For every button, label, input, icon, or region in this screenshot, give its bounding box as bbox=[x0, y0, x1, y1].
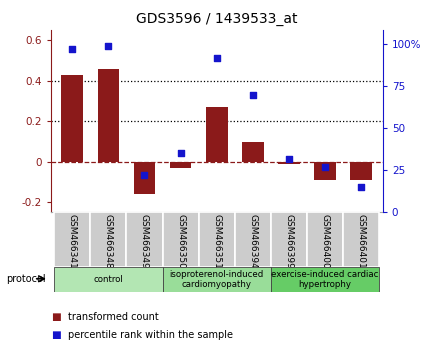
Text: GSM466341: GSM466341 bbox=[68, 214, 77, 269]
Text: GSM466394: GSM466394 bbox=[248, 214, 257, 269]
Title: GDS3596 / 1439533_at: GDS3596 / 1439533_at bbox=[136, 12, 297, 26]
Point bbox=[286, 156, 293, 161]
Text: GSM466350: GSM466350 bbox=[176, 214, 185, 269]
Bar bbox=[271, 267, 379, 292]
Bar bbox=[134, 162, 155, 194]
Text: GSM466351: GSM466351 bbox=[212, 214, 221, 269]
Bar bbox=[162, 212, 198, 267]
Point bbox=[105, 43, 112, 48]
Bar bbox=[235, 212, 271, 267]
Text: protocol: protocol bbox=[7, 274, 46, 284]
Bar bbox=[62, 75, 83, 162]
Point bbox=[249, 92, 257, 97]
Text: exercise-induced cardiac
hypertrophy: exercise-induced cardiac hypertrophy bbox=[271, 270, 379, 289]
Text: GSM466401: GSM466401 bbox=[357, 214, 366, 269]
Text: control: control bbox=[93, 275, 123, 284]
Bar bbox=[198, 212, 235, 267]
Point bbox=[69, 46, 76, 52]
Bar bbox=[126, 212, 162, 267]
Text: percentile rank within the sample: percentile rank within the sample bbox=[68, 330, 233, 339]
Text: GSM466399: GSM466399 bbox=[284, 214, 293, 269]
Bar bbox=[314, 162, 336, 180]
Text: ■: ■ bbox=[51, 312, 60, 322]
Bar bbox=[350, 162, 372, 180]
Text: GSM466348: GSM466348 bbox=[104, 214, 113, 269]
Text: GSM466349: GSM466349 bbox=[140, 214, 149, 269]
Bar bbox=[98, 69, 119, 162]
Bar bbox=[162, 267, 271, 292]
Point bbox=[141, 172, 148, 178]
Text: GSM466400: GSM466400 bbox=[320, 214, 330, 269]
Bar bbox=[90, 212, 126, 267]
Point bbox=[358, 184, 365, 190]
Point bbox=[213, 55, 220, 61]
Point bbox=[322, 164, 329, 170]
Bar bbox=[307, 212, 343, 267]
Text: transformed count: transformed count bbox=[68, 312, 159, 322]
Point bbox=[177, 151, 184, 156]
Bar bbox=[278, 162, 300, 164]
Text: isoproterenol-induced
cardiomyopathy: isoproterenol-induced cardiomyopathy bbox=[169, 270, 264, 289]
Bar bbox=[206, 107, 227, 162]
Bar bbox=[242, 142, 264, 162]
Bar bbox=[170, 162, 191, 168]
Bar bbox=[343, 212, 379, 267]
Bar bbox=[271, 212, 307, 267]
Bar bbox=[54, 212, 90, 267]
Bar bbox=[54, 267, 162, 292]
Text: ■: ■ bbox=[51, 330, 60, 339]
